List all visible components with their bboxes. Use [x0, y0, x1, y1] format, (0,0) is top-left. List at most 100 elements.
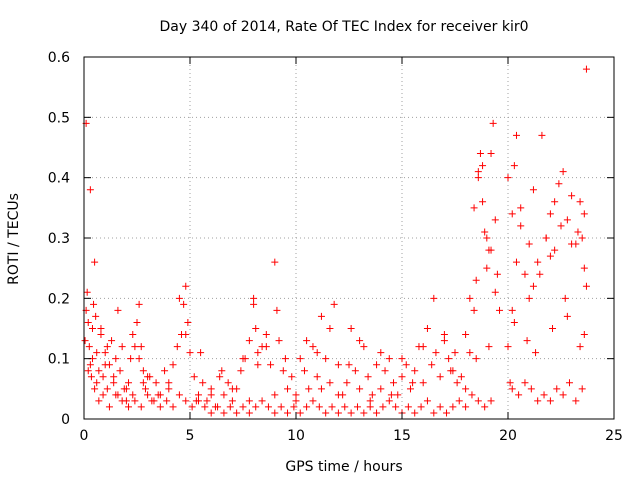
data-point [226, 403, 234, 411]
data-point [273, 306, 281, 314]
data-point [517, 204, 525, 212]
data-point [88, 325, 96, 332]
data-point [432, 349, 440, 357]
data-point [99, 391, 107, 399]
data-point [582, 65, 590, 73]
data-point [207, 391, 215, 399]
data-point [135, 355, 143, 363]
tick-labels: 0 5 10 15 20 25 0 0.1 0.2 0.3 0.4 0.5 0.6 [48, 50, 623, 444]
data-point [578, 385, 586, 393]
data-point [508, 210, 516, 218]
data-point [228, 397, 236, 405]
data-point [317, 385, 325, 393]
data-point [466, 294, 474, 302]
data-point [262, 331, 270, 339]
data-point [462, 331, 470, 339]
data-point [99, 373, 107, 381]
data-point [563, 216, 571, 224]
data-point [436, 403, 444, 411]
data-point [404, 403, 412, 411]
data-point [568, 192, 576, 200]
data-point [190, 373, 198, 381]
data-point [521, 379, 529, 387]
data-point [487, 246, 495, 254]
data-point [110, 379, 118, 387]
data-point [462, 403, 470, 411]
data-point [423, 325, 431, 332]
data-point [351, 367, 359, 375]
data-point [163, 397, 171, 405]
data-point [443, 409, 451, 417]
data-point [97, 331, 105, 339]
chart-title: Day 340 of 2014, Rate Of TEC Index for r… [159, 19, 528, 35]
y-tick-label: 0.4 [48, 171, 70, 187]
data-point [402, 361, 410, 369]
data-point [549, 325, 557, 332]
data-point [152, 379, 160, 387]
data-point [224, 379, 232, 387]
data-point [199, 379, 207, 387]
data-point [303, 403, 311, 411]
data-point [275, 337, 283, 345]
data-point [392, 403, 400, 411]
data-point [481, 228, 489, 236]
data-point [430, 409, 438, 417]
data-point [411, 409, 419, 417]
data-point [83, 288, 91, 296]
data-point [360, 343, 368, 351]
data-point [203, 397, 211, 405]
data-point [561, 294, 569, 302]
data-point [532, 349, 540, 357]
data-point [277, 403, 285, 411]
y-tick-label: 0.2 [48, 291, 70, 307]
data-point [296, 409, 304, 417]
data-point [90, 300, 98, 308]
data-point [551, 198, 559, 206]
data-point [419, 379, 427, 387]
data-point [105, 403, 113, 411]
data-point [491, 216, 499, 224]
x-tick-label: 15 [393, 428, 411, 444]
data-point [546, 252, 554, 260]
data-point [87, 373, 95, 381]
data-point [133, 318, 141, 326]
data-point [557, 222, 565, 230]
y-tick-label: 0 [61, 412, 70, 428]
data-point [279, 367, 287, 375]
data-point [254, 349, 262, 357]
data-point [86, 361, 94, 369]
y-tick-label: 0.1 [48, 352, 70, 368]
data-point [462, 385, 470, 393]
data-point [368, 391, 376, 399]
data-point [334, 361, 342, 369]
data-point [182, 282, 190, 290]
data-point [165, 385, 173, 393]
data-point [144, 391, 152, 399]
data-point [245, 337, 253, 345]
data-point [216, 373, 224, 381]
data-point [125, 379, 133, 387]
data-point [568, 240, 576, 248]
data-point [93, 349, 101, 357]
data-point [483, 264, 491, 272]
data-point [201, 403, 209, 411]
data-point [131, 397, 139, 405]
data-point [322, 409, 330, 417]
data-point [245, 409, 253, 417]
data-point [239, 403, 247, 411]
data-point [85, 343, 93, 351]
data-point [125, 403, 133, 411]
data-point [491, 288, 499, 296]
data-point [180, 300, 188, 308]
data-point [515, 391, 523, 399]
data-point [169, 403, 177, 411]
data-point [116, 367, 124, 375]
data-point [95, 397, 103, 405]
data-point [525, 240, 533, 248]
data-point [379, 403, 387, 411]
data-point [423, 397, 431, 405]
data-point [347, 409, 355, 417]
data-point [347, 325, 355, 332]
data-point [538, 131, 546, 139]
